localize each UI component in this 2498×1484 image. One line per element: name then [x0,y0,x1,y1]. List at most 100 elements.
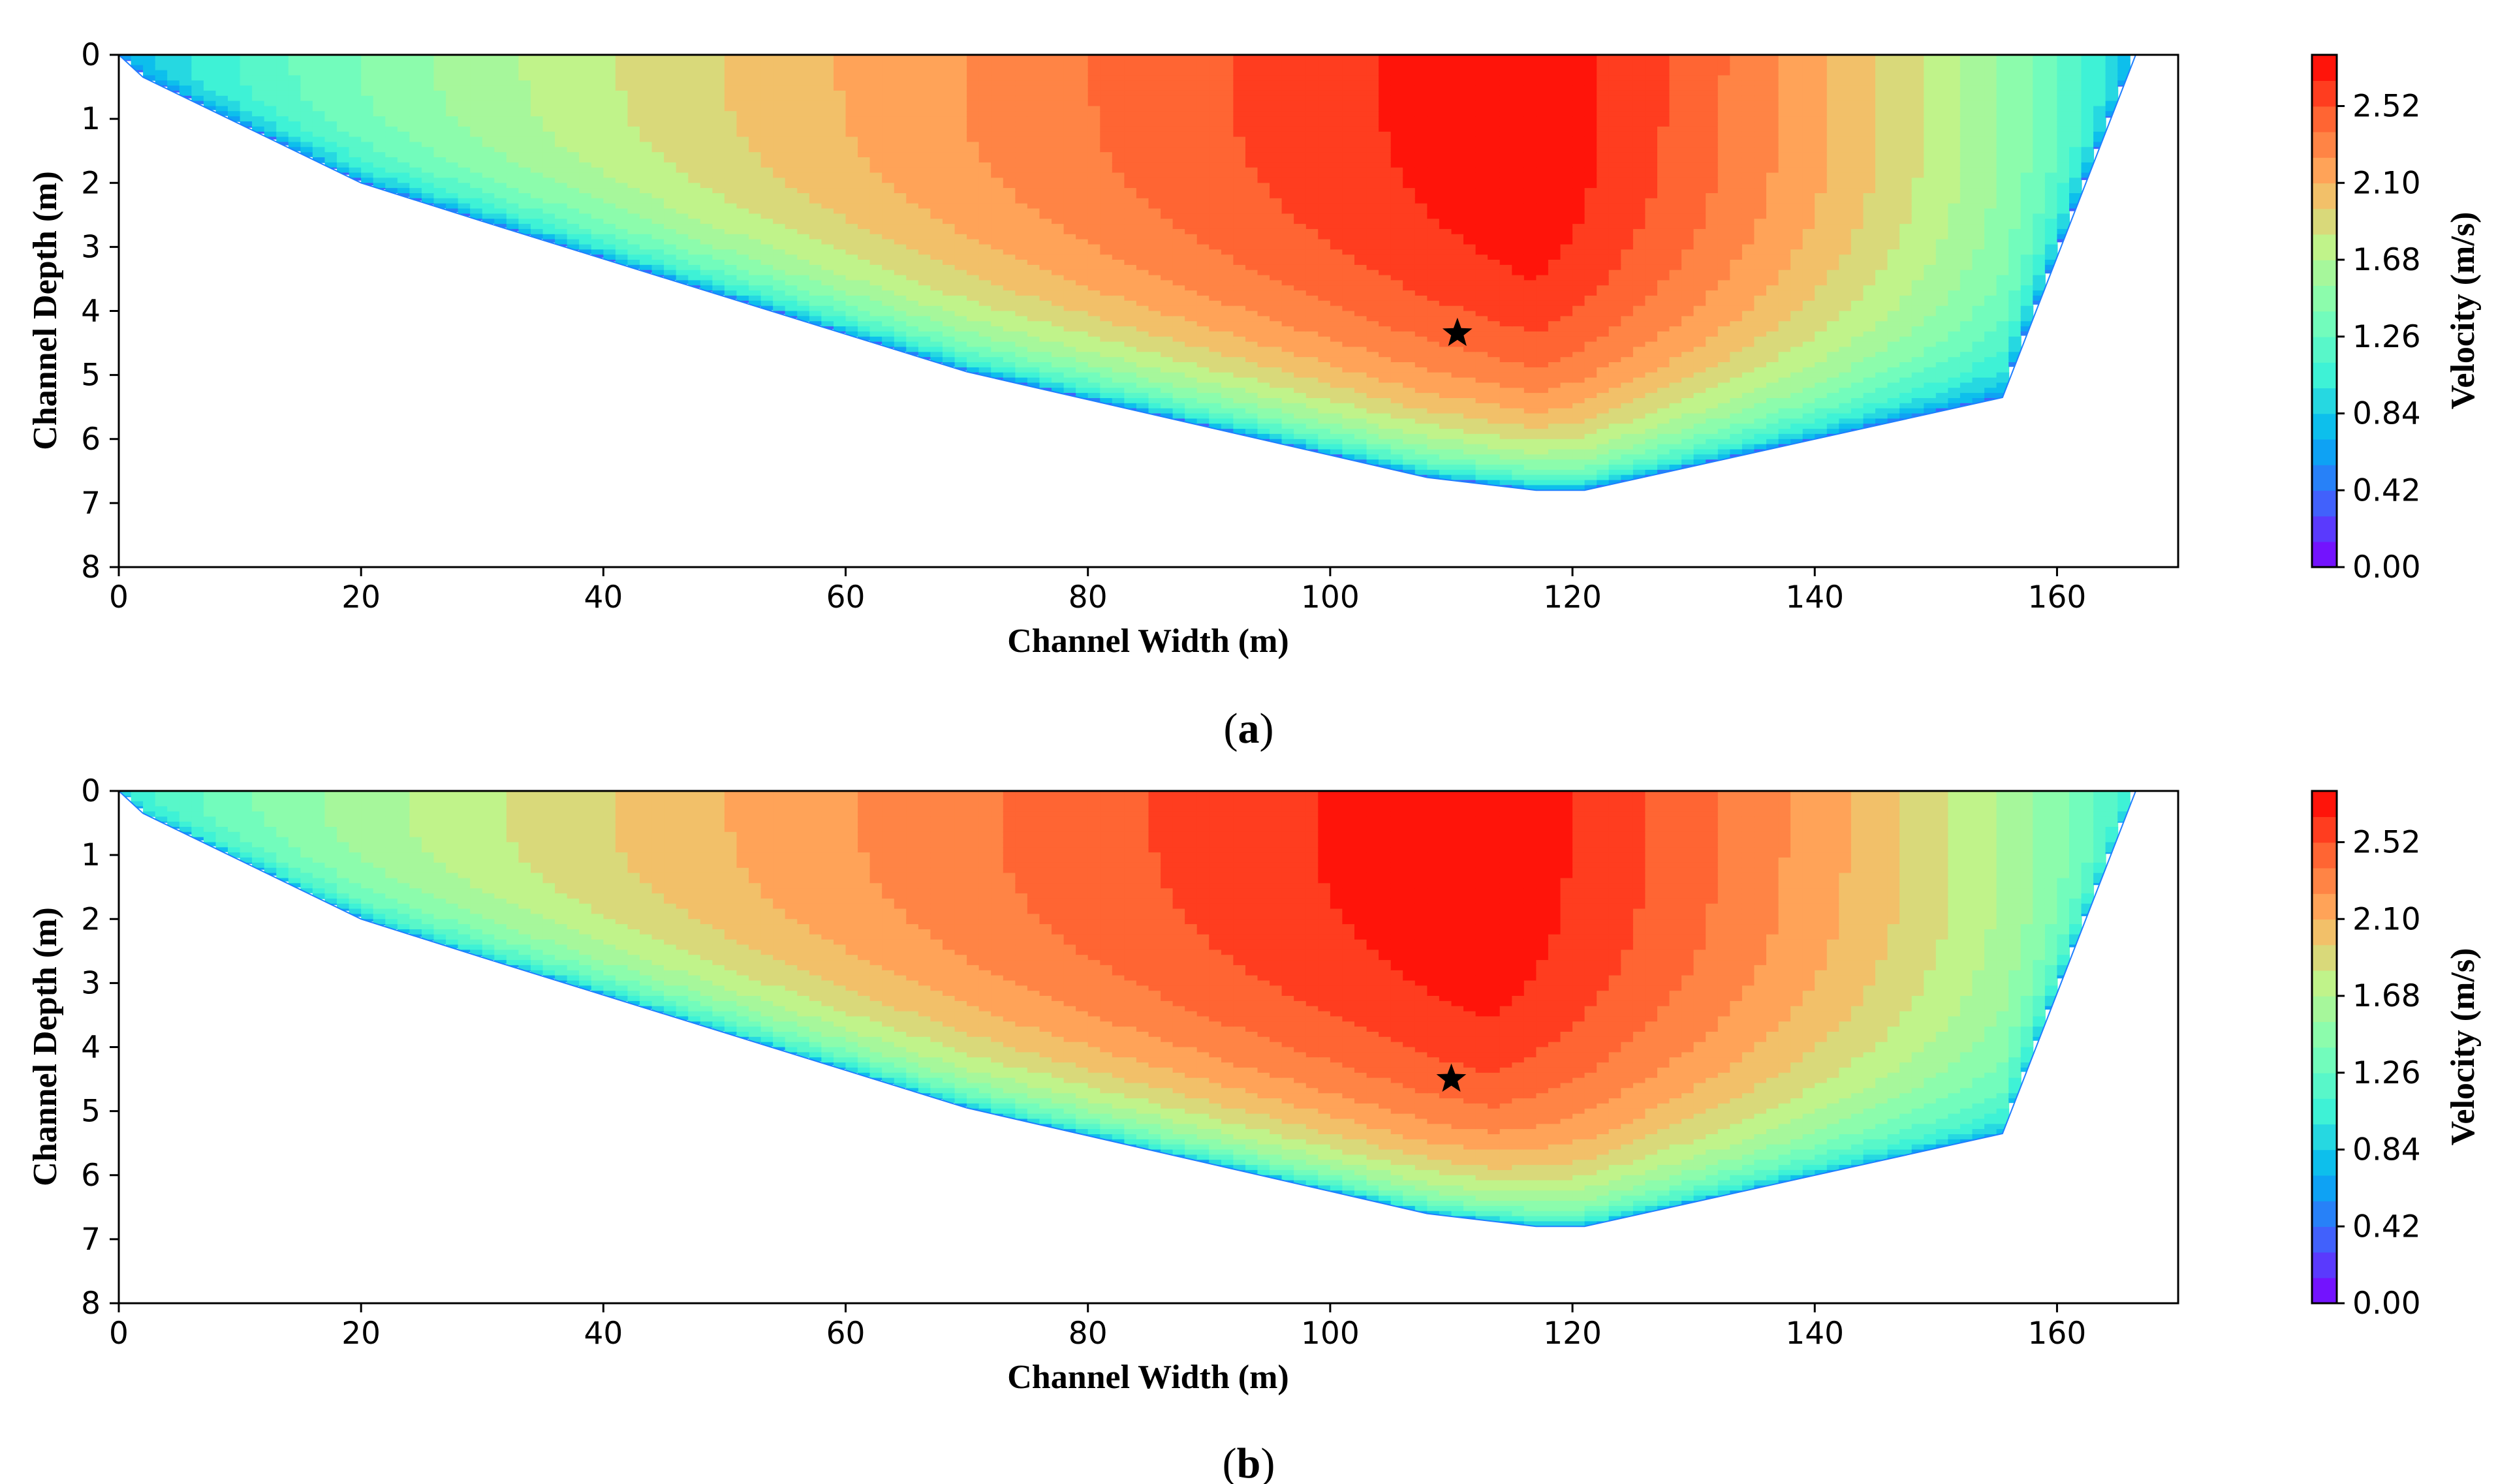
velocity-cell [1366,59,1380,66]
velocity-cell [482,136,495,143]
velocity-cell [991,121,1004,127]
velocity-cell [1172,377,1186,384]
velocity-cell [1027,260,1040,266]
velocity-cell [603,95,616,102]
velocity-cell [664,70,677,76]
velocity-cell [724,95,738,102]
velocity-cell [385,126,398,132]
velocity-cell [749,275,762,281]
velocity-cell [1185,178,1198,184]
velocity-cell [1221,260,1234,266]
velocity-cell [1039,172,1053,179]
velocity-cell [894,100,907,107]
velocity-cell [1196,362,1210,368]
velocity-cell [1366,316,1380,322]
velocity-cell [1076,136,1089,143]
velocity-cell [700,244,713,251]
velocity-cell [397,142,411,148]
velocity-cell [688,147,701,153]
velocity-cell [651,162,665,168]
velocity-cell [869,131,883,138]
velocity-cell [1209,172,1222,179]
velocity-cell [482,100,495,107]
velocity-cell [651,213,665,220]
velocity-cell [943,219,956,225]
velocity-cell [760,296,774,301]
velocity-cell [858,290,871,296]
velocity-cell [736,147,750,153]
velocity-cell [882,152,895,159]
velocity-cell [954,70,968,76]
velocity-cell [1100,296,1113,301]
velocity-cell [603,183,616,189]
velocity-cell [1379,239,1392,245]
velocity-cell [1342,362,1355,368]
velocity-cell [918,326,931,332]
velocity-cell [809,157,822,163]
velocity-cell [276,106,289,112]
velocity-cell [252,116,265,123]
velocity-cell [603,203,616,209]
velocity-cell [1330,224,1343,230]
velocity-cell [640,228,653,235]
velocity-cell [1270,275,1283,281]
velocity-cell [385,183,398,189]
velocity-cell [1148,326,1162,332]
velocity-cell [397,90,411,97]
velocity-cell [1185,239,1198,245]
velocity-cell [845,85,859,91]
velocity-cell [627,85,641,91]
velocity-cell [809,75,822,82]
velocity-cell [1172,142,1186,148]
velocity-cell [1124,398,1137,404]
velocity-cell [906,100,919,107]
velocity-cell [228,65,241,71]
velocity-cell [555,208,568,215]
velocity-cell [906,80,919,87]
velocity-cell [821,316,834,322]
velocity-cell [119,55,132,61]
velocity-cell [361,75,374,82]
velocity-cell [834,260,847,266]
velocity-cell [1342,219,1355,225]
velocity-cell [1112,75,1125,82]
velocity-cell [179,70,193,76]
velocity-cell [1342,336,1355,343]
velocity-cell [712,142,725,148]
velocity-cell [1148,121,1162,127]
velocity-cell [531,152,544,159]
velocity-cell [760,208,774,215]
velocity-cell [967,367,980,373]
velocity-cell [834,270,847,276]
velocity-cell [676,167,689,174]
velocity-cell [422,121,435,127]
velocity-cell [676,157,689,163]
velocity-cell [930,249,943,256]
velocity-cell [1366,172,1380,179]
velocity-cell [978,228,992,235]
velocity-cell [1281,403,1295,409]
velocity-cell [1087,316,1101,322]
velocity-cell [615,183,629,189]
velocity-cell [785,162,798,168]
velocity-cell [1027,270,1040,276]
velocity-cell [1148,80,1162,87]
velocity-cell [1221,326,1234,332]
velocity-cell [1318,244,1331,251]
velocity-cell [1233,219,1246,225]
velocity-cell [1270,111,1283,117]
velocity-cell [869,178,883,184]
velocity-cell [882,100,895,107]
velocity-cell [1281,357,1295,363]
velocity-cell [724,75,738,82]
velocity-cell [1330,55,1343,61]
velocity-cell [1294,275,1307,281]
velocity-cell [1270,408,1283,414]
velocity-cell [1063,157,1077,163]
velocity-cell [954,126,968,132]
velocity-cell [555,239,568,245]
velocity-cell [1003,326,1016,332]
velocity-cell [785,239,798,245]
velocity-cell [1172,326,1186,332]
velocity-cell [1233,429,1246,435]
